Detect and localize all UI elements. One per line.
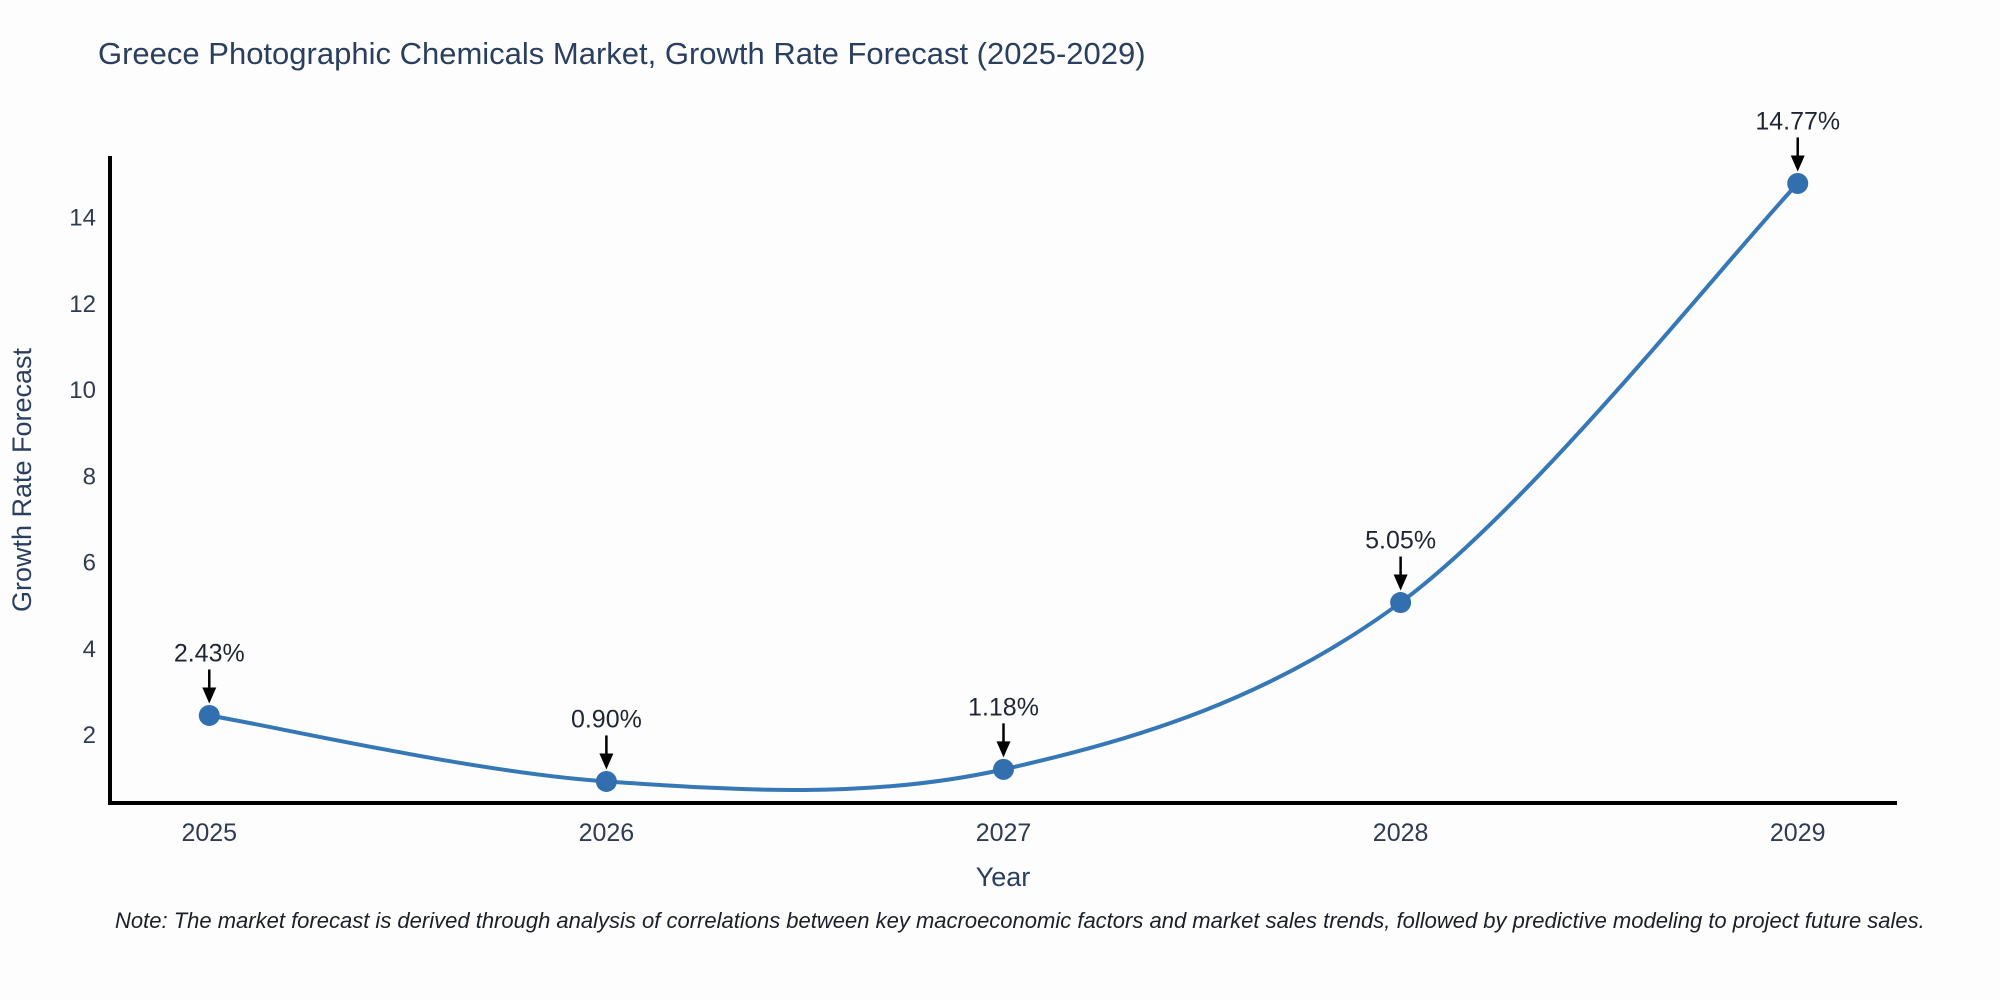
data-point [993,758,1014,780]
x-tick-label: 2025 [181,819,237,847]
data-point [1390,592,1412,614]
chart-title: Greece Photographic Chemicals Market, Gr… [98,36,1146,71]
y-tick-label: 6 [83,550,96,577]
growth-rate-line [207,181,1800,792]
annotation-arrow-head [1790,155,1805,172]
y-tick-label: 14 [69,205,96,232]
x-tick-label: 2027 [976,819,1032,847]
data-point-label: 0.90% [571,705,642,733]
y-tick-label: 2 [83,722,96,749]
annotation-arrow-head [996,741,1011,758]
annotation-arrow-head [1393,574,1408,591]
data-point [595,770,617,792]
data-point [198,704,220,726]
x-tick-label: 2028 [1373,819,1429,847]
data-point-label: 1.18% [968,693,1039,721]
y-tick-label: 4 [83,636,96,663]
x-tick-label: 2026 [579,819,635,847]
data-point-label: 14.77% [1755,107,1840,135]
footnote: Note: The market forecast is derived thr… [115,908,1925,933]
x-tick-label: 2029 [1770,819,1826,847]
x-axis-title: Year [976,862,1031,892]
data-point-label: 5.05% [1365,527,1436,555]
annotation-arrow-head [599,753,614,770]
y-tick-label: 10 [69,377,96,404]
y-tick-label: 12 [69,291,96,318]
y-axis-title: Growth Rate Forecast [7,347,37,612]
data-point-label: 2.43% [174,639,245,667]
annotation-arrow-head [202,687,217,704]
data-point [1787,172,1809,194]
y-tick-label: 8 [83,463,96,490]
